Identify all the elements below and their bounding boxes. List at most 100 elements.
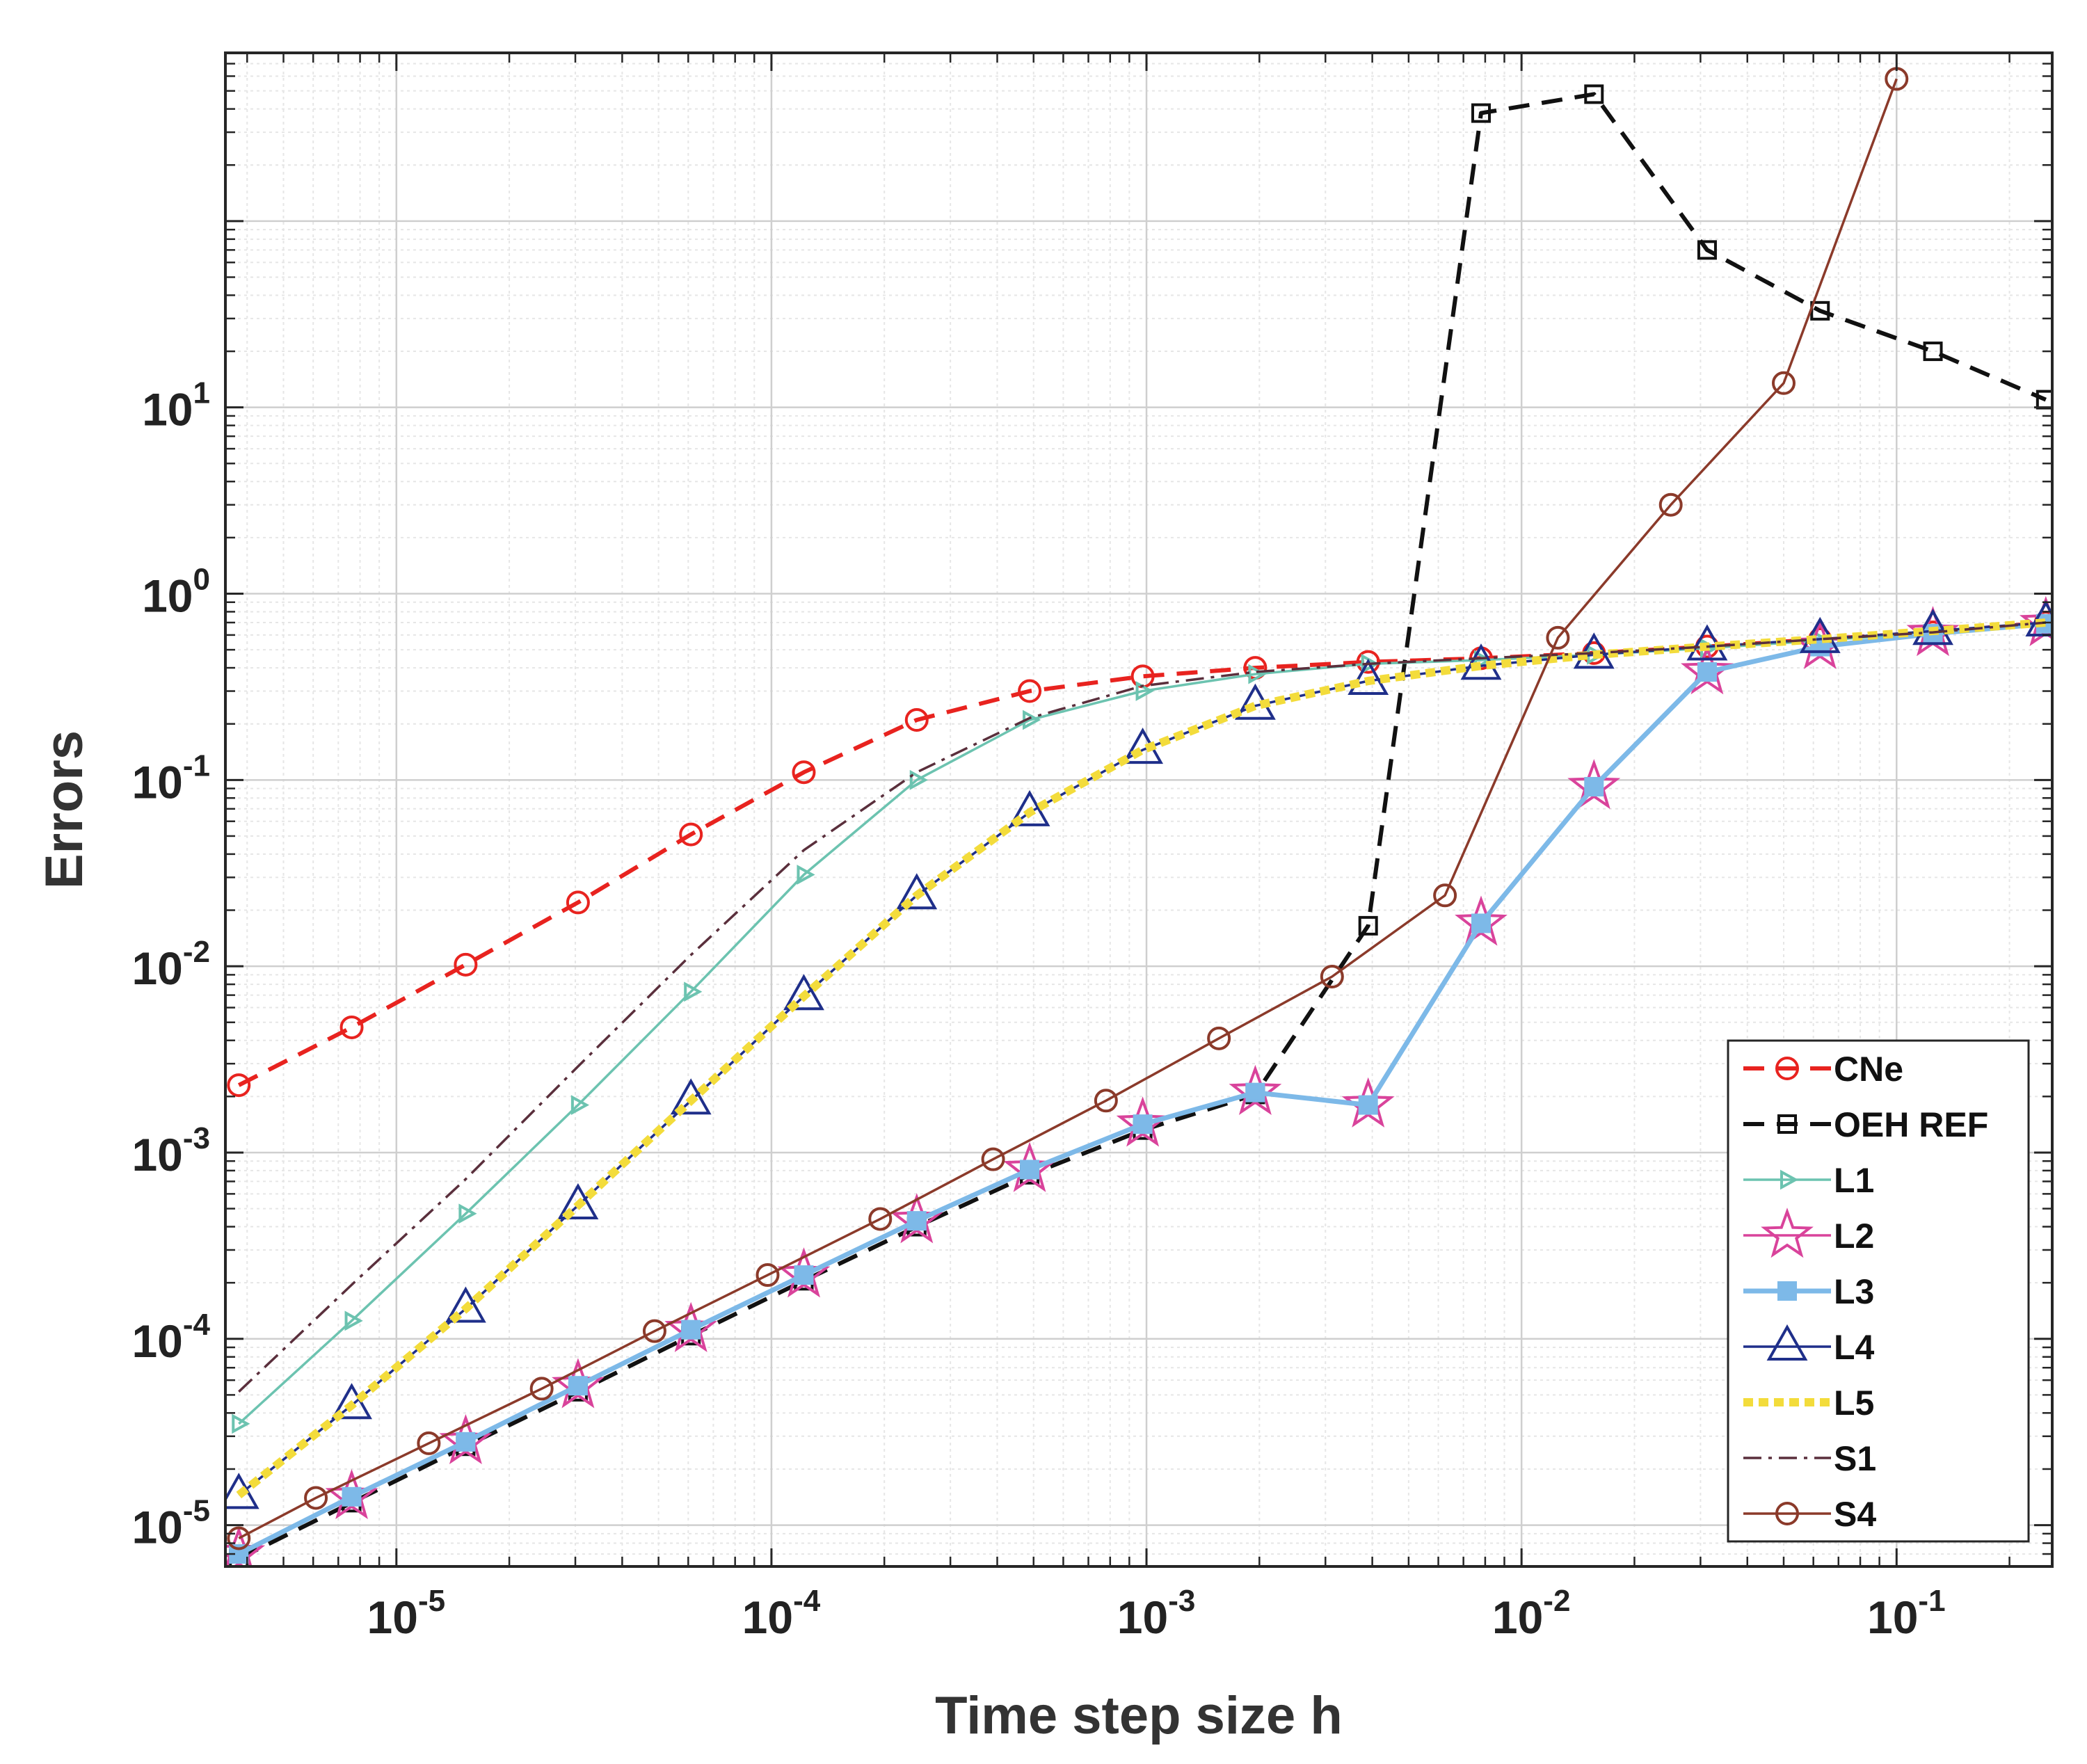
point-s4-4 bbox=[642, 1319, 666, 1343]
x-tick-label-4: 10-1 bbox=[1867, 1584, 1946, 1643]
y-tick-label-1: 10-4 bbox=[131, 1308, 210, 1367]
series-line-oeh-ref bbox=[237, 92, 2047, 1561]
point-cne-10 bbox=[1356, 650, 1380, 674]
point-l3-7 bbox=[1020, 1160, 1040, 1180]
point-l1-1 bbox=[344, 1310, 363, 1331]
series-s4 bbox=[227, 67, 1909, 1550]
legend-marker-oeh-ref bbox=[1777, 1114, 1797, 1134]
point-l3-10 bbox=[1358, 1095, 1378, 1115]
point-s4-10 bbox=[1320, 965, 1344, 989]
legend: CNe OEH REF L1 L2 L3 L4 L5 S1 S4 bbox=[1727, 1039, 2030, 1543]
point-l1-8 bbox=[1135, 681, 1154, 701]
point-l3-6 bbox=[906, 1211, 927, 1231]
legend-label-cne: CNe bbox=[1834, 1050, 1903, 1089]
point-s4-11 bbox=[1433, 883, 1457, 908]
point-l1-2 bbox=[458, 1203, 477, 1224]
legend-label-l2: L2 bbox=[1834, 1217, 1874, 1256]
y-tick-label-6: 101 bbox=[142, 376, 210, 435]
legend-marker-l1 bbox=[1780, 1169, 1799, 1190]
series-s1 bbox=[238, 621, 2046, 1393]
legend-marker-l2 bbox=[1761, 1208, 1814, 1258]
x-tick-label-1: 10-4 bbox=[742, 1584, 821, 1643]
point-oeh-ref-12 bbox=[1584, 84, 1604, 104]
point-l4-6 bbox=[896, 873, 938, 910]
series-l1 bbox=[232, 614, 2052, 1434]
point-cne-6 bbox=[904, 708, 929, 732]
point-l4-3 bbox=[557, 1182, 599, 1220]
point-l1-6 bbox=[909, 769, 928, 790]
point-s4-14 bbox=[1771, 371, 1796, 395]
point-l3-9 bbox=[1245, 1082, 1265, 1102]
point-l3-3 bbox=[568, 1376, 588, 1396]
point-s4-13 bbox=[1658, 492, 1683, 517]
x-tick-label-0: 10-5 bbox=[367, 1584, 446, 1643]
point-l3-4 bbox=[681, 1320, 701, 1340]
point-l2-16 bbox=[2019, 595, 2052, 646]
point-l2-10 bbox=[1341, 1077, 1395, 1128]
point-cne-0 bbox=[227, 1073, 251, 1098]
point-l1-5 bbox=[797, 865, 815, 885]
point-cne-3 bbox=[566, 890, 590, 915]
point-l1-3 bbox=[570, 1095, 590, 1115]
point-l3-13 bbox=[1697, 662, 1717, 682]
point-l2-9 bbox=[1229, 1064, 1282, 1115]
point-l4-12 bbox=[1573, 632, 1615, 669]
point-cne-7 bbox=[1018, 679, 1042, 703]
point-oeh-ref-11 bbox=[1471, 103, 1491, 123]
point-s4-0 bbox=[227, 1526, 251, 1550]
point-l1-0 bbox=[232, 1413, 250, 1434]
point-l4-5 bbox=[783, 974, 824, 1011]
point-oeh-ref-10 bbox=[1358, 915, 1378, 936]
y-tick-label-2: 10-3 bbox=[131, 1121, 210, 1180]
legend-label-s1: S1 bbox=[1834, 1439, 1876, 1478]
legend-marker-s4 bbox=[1775, 1502, 1799, 1525]
tick-marks bbox=[225, 51, 2052, 1568]
point-cne-1 bbox=[339, 1015, 364, 1039]
point-s4-8 bbox=[1094, 1089, 1118, 1113]
y-tick-label-0: 10-5 bbox=[131, 1494, 210, 1553]
point-l3-12 bbox=[1584, 777, 1604, 797]
point-s4-7 bbox=[981, 1147, 1005, 1171]
legend-label-s4: S4 bbox=[1834, 1495, 1876, 1534]
point-oeh-ref-15 bbox=[1923, 342, 1943, 362]
legend-label-l5: L5 bbox=[1834, 1384, 1874, 1422]
point-l3-5 bbox=[794, 1265, 814, 1285]
y-tick-label-4: 10-1 bbox=[131, 748, 210, 808]
point-s4-6 bbox=[868, 1207, 893, 1231]
point-s4-1 bbox=[304, 1486, 328, 1510]
y-tick-label-3: 10-2 bbox=[131, 935, 210, 994]
point-l1-11 bbox=[1473, 650, 1493, 671]
point-s4-2 bbox=[417, 1431, 441, 1455]
series-line-s4 bbox=[238, 78, 1898, 1540]
legend-marker-cne bbox=[1775, 1057, 1799, 1080]
point-l4-15 bbox=[1912, 609, 1953, 646]
y-axis-title: Errors bbox=[35, 730, 94, 889]
point-cne-2 bbox=[454, 952, 478, 977]
legend-marker-l4 bbox=[1766, 1324, 1808, 1361]
legend-label-l3: L3 bbox=[1834, 1272, 1874, 1311]
point-cne-5 bbox=[792, 760, 816, 785]
point-l4-2 bbox=[445, 1286, 486, 1323]
x-tick-label-2: 10-3 bbox=[1117, 1584, 1196, 1643]
point-l1-4 bbox=[684, 981, 703, 1002]
point-l4-4 bbox=[670, 1078, 712, 1115]
series-line-s1 bbox=[238, 621, 2046, 1393]
point-s4-9 bbox=[1207, 1026, 1231, 1050]
tick-labels: 10-5 10-4 10-3 10-2 10-1 10-5 10-4 10-3 10-2 10-1… bbox=[131, 376, 1945, 1643]
point-l3-8 bbox=[1133, 1114, 1153, 1134]
y-tick-label-5: 100 bbox=[142, 562, 210, 621]
point-cne-4 bbox=[679, 822, 703, 847]
legend-label-l4: L4 bbox=[1834, 1328, 1875, 1367]
legend-marker-l3 bbox=[1777, 1281, 1797, 1301]
point-l4-10 bbox=[1348, 658, 1389, 695]
point-oeh-ref-13 bbox=[1697, 240, 1717, 260]
x-axis-title: Time step size h bbox=[935, 1686, 1343, 1745]
x-tick-label-3: 10-2 bbox=[1492, 1584, 1571, 1643]
major-grid bbox=[225, 53, 2052, 1566]
point-l4-7 bbox=[1009, 789, 1050, 826]
legend-label-l1: L1 bbox=[1834, 1161, 1874, 1200]
series-layer bbox=[225, 67, 2052, 1566]
point-l2-8 bbox=[1116, 1096, 1169, 1147]
point-s4-5 bbox=[755, 1263, 780, 1288]
